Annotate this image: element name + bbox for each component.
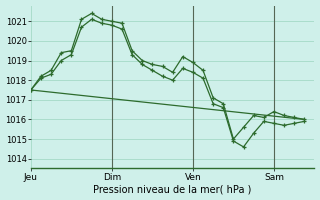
X-axis label: Pression niveau de la mer( hPa ): Pression niveau de la mer( hPa ) — [93, 184, 252, 194]
